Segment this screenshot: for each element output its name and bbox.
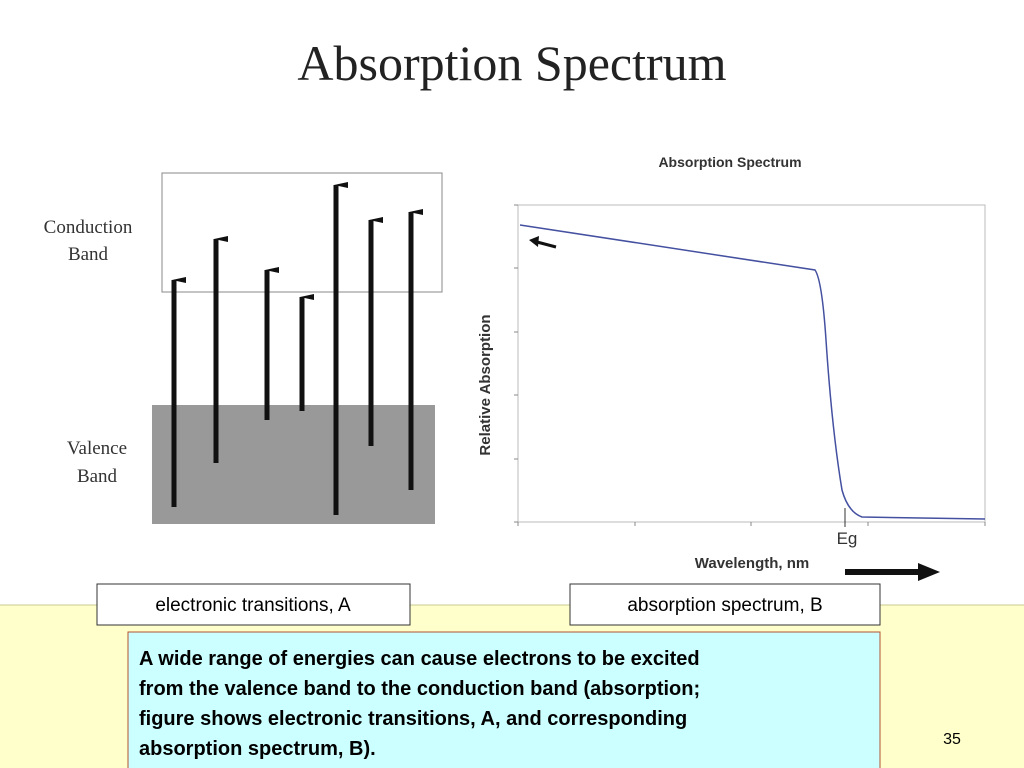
valence-label: Valence xyxy=(67,438,127,459)
conduction-band xyxy=(161,172,443,293)
valence-band xyxy=(152,405,435,524)
axis-ticks xyxy=(514,204,986,526)
conduction-label: Conduction xyxy=(44,217,133,238)
paragraph-line: A wide range of energies can cause elect… xyxy=(139,648,700,670)
caption: absorption spectrum, B xyxy=(627,595,822,616)
paragraph: A wide range of energies can cause elect… xyxy=(139,648,700,760)
caption-box xyxy=(569,583,881,626)
spectrum-title: Absorption Spectrum xyxy=(658,154,801,170)
eg-label: Eg xyxy=(837,529,858,548)
caption: electronic transitions, A xyxy=(155,595,351,616)
x-axis-label: Wavelength, nm xyxy=(695,555,809,572)
curve-arrow-head xyxy=(529,236,539,247)
spectrum-curve xyxy=(519,224,986,520)
paragraph-line: absorption spectrum, B). xyxy=(139,738,376,760)
paragraph-box xyxy=(127,631,881,768)
wavelength-arrow-head xyxy=(918,563,940,581)
slide-title: Absorption Spectrum xyxy=(297,35,726,91)
page-number: 35 xyxy=(943,731,961,748)
paragraph-line: from the valence band to the conduction … xyxy=(139,678,700,700)
y-axis-label: Relative Absorption xyxy=(477,314,494,455)
valence-label: Band xyxy=(77,466,118,487)
plot-area xyxy=(517,204,986,523)
conduction-label: Band xyxy=(68,244,109,265)
curve-arrow xyxy=(536,240,557,249)
caption-box xyxy=(96,583,411,626)
paragraph-line: figure shows electronic transitions, A, … xyxy=(139,708,687,730)
transition-arrows xyxy=(171,182,423,515)
